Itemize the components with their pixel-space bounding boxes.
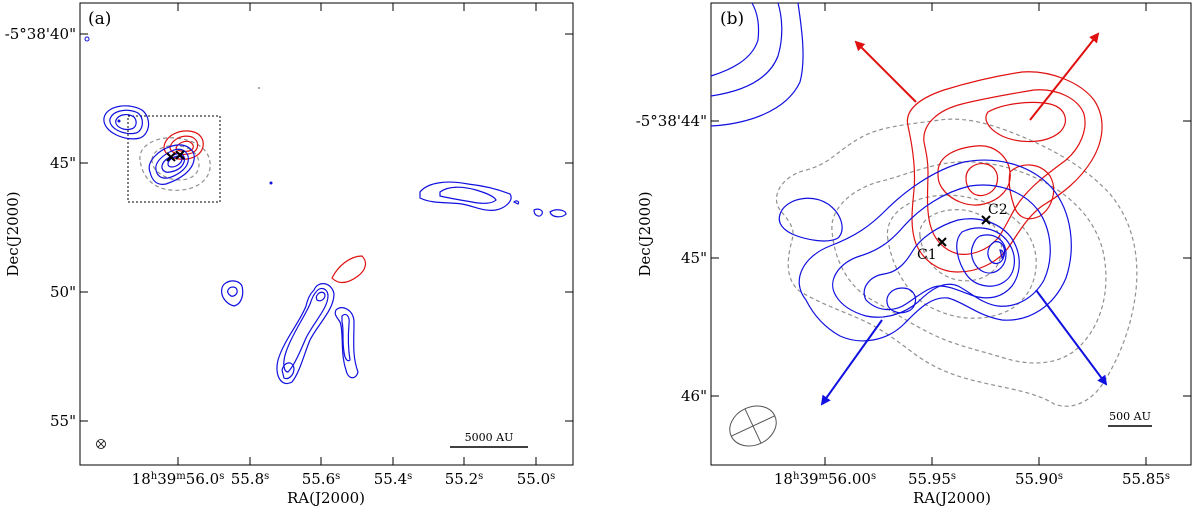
source-c1-label: C1 — [917, 247, 937, 263]
blue-blob-upper-left — [103, 105, 150, 140]
blue-blob-middle-left — [221, 280, 244, 307]
grey-dot-small — [258, 87, 260, 89]
panel-a-ytick-1: 45" — [50, 154, 76, 172]
panel-b-xtick-0: 18h39m56.00s — [774, 470, 876, 488]
panel-a-xtick-2: 55.6s — [302, 470, 341, 488]
blue-outflow-arrow-left — [820, 319, 883, 406]
panel-b-frame — [710, 2, 1192, 466]
blue-speck — [84, 36, 90, 42]
blue-lower-jets — [276, 283, 359, 385]
blue-contours — [778, 159, 1072, 342]
grey-core-contours — [139, 137, 211, 191]
source-c2-label: C2 — [988, 202, 1008, 218]
panel-b-scalebar-label: 500 AU — [1109, 410, 1151, 423]
red-outflow-arrow-left — [854, 40, 917, 103]
panel-a-xlabel: RA(J2000) — [287, 489, 365, 507]
panel-b-ylabel: Dec(J2000) — [636, 191, 654, 276]
source-c1-marker — [937, 237, 947, 247]
panel-a-scalebar-label: 5000 AU — [465, 431, 514, 444]
blue-core-contours — [148, 144, 195, 185]
blue-filament-right — [419, 181, 567, 218]
panel-a-ylabel: Dec(J2000) — [4, 191, 22, 276]
panel-b-ytick-2: 46" — [681, 387, 707, 405]
red-outflow-arrow-right — [1029, 32, 1100, 121]
red-lobe-lower — [331, 255, 367, 284]
zoom-box — [127, 115, 221, 203]
source-c2-marker — [981, 215, 991, 225]
panel-b-ytick-1: 45" — [681, 249, 707, 267]
panel-a-label: (a) — [88, 9, 111, 29]
panel-b-xtick-2: 55.90s — [1015, 470, 1063, 488]
panel-a-ytick-2: 50" — [50, 283, 76, 301]
panel-b-ticks — [711, 3, 1191, 465]
panel-b-ytick-0: -5°38'44" — [636, 112, 707, 130]
grey-dashed-contours — [775, 118, 1138, 407]
panel-b-xtick-3: 55.85s — [1122, 470, 1170, 488]
blue-outflow-arrow-right — [1035, 289, 1108, 386]
panel-b-xtick-1: 55.95s — [908, 470, 956, 488]
blue-blob-dot — [117, 119, 121, 123]
panel-a-ytick-3: 55" — [50, 412, 76, 430]
blue-corner-contours — [710, 2, 804, 127]
panel-a-xtick-1: 55.8s — [231, 470, 270, 488]
red-contours — [906, 71, 1103, 273]
panel-b-xlabel: RA(J2000) — [913, 489, 991, 507]
panel-a-xtick-0: 18h39m56.0s — [132, 470, 225, 488]
panel-a-frame — [79, 2, 574, 466]
panel-a-ticks — [80, 3, 573, 465]
blue-dot-small — [269, 181, 273, 185]
panel-a-ytick-0: -5°38'40" — [5, 25, 76, 43]
panel-a-xtick-3: 55.4s — [374, 470, 413, 488]
panel-b-beam — [729, 405, 777, 447]
panel-b-label: (b) — [720, 9, 744, 29]
panel-a-xtick-4: 55.2s — [445, 470, 484, 488]
core-source-markers — [166, 150, 185, 162]
panel-a: (a) -5°38'40" 45" 50" 55" 18h39m56.0s 55… — [4, 2, 574, 507]
panel-a-xtick-5: 55.0s — [517, 470, 556, 488]
panel-a-beam — [96, 439, 106, 449]
panel-b: (b) -5°38'44" 45" 46" 18h39m56.00s 55.95… — [636, 2, 1192, 507]
